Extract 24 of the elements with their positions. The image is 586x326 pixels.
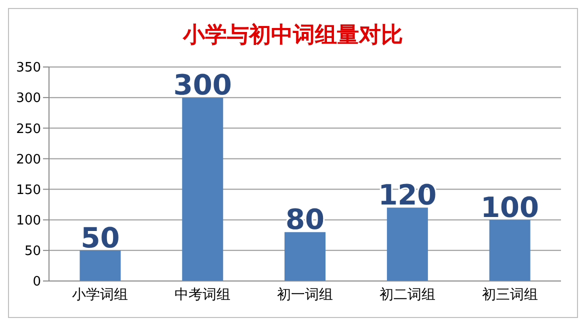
data-label: 100 [480, 190, 540, 224]
bar [284, 232, 326, 281]
y-tick-label: 200 [16, 152, 41, 168]
y-tick-label: 50 [24, 244, 41, 260]
bar [386, 208, 428, 281]
y-tick-label: 0 [32, 274, 41, 290]
y-tick-label: 350 [16, 60, 41, 76]
data-label: 300 [173, 68, 232, 102]
x-tick-label: 小学词组 [72, 286, 128, 303]
bar [182, 98, 224, 281]
y-tick-label: 150 [16, 182, 41, 198]
bar [80, 250, 121, 281]
x-tick-label: 初三词组 [482, 286, 538, 303]
y-tick-label: 100 [16, 213, 41, 228]
data-label: 120 [378, 178, 437, 212]
x-tick-label: 中考词组 [174, 286, 231, 303]
x-tick-label: 初二词组 [379, 286, 436, 303]
chart-title: 小学与初中词组量对比 [182, 22, 404, 50]
x-tick-label: 初一词组 [277, 286, 333, 303]
bar [489, 220, 530, 281]
y-tick-label: 250 [16, 122, 41, 137]
y-tick-label: 300 [16, 91, 41, 106]
data-label: 80 [286, 203, 325, 236]
data-label: 50 [80, 221, 120, 254]
